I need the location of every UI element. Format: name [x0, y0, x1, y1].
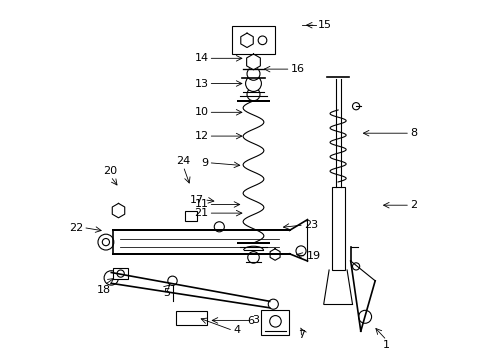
Text: 5: 5 — [163, 288, 169, 298]
Bar — [185, 211, 196, 221]
Circle shape — [269, 316, 281, 327]
Circle shape — [117, 270, 124, 277]
Circle shape — [258, 36, 266, 45]
Text: 22: 22 — [69, 222, 83, 233]
Circle shape — [352, 263, 359, 270]
Circle shape — [247, 252, 259, 263]
Circle shape — [245, 76, 261, 91]
Circle shape — [214, 222, 224, 232]
Text: 6: 6 — [247, 316, 254, 326]
Polygon shape — [269, 249, 280, 260]
Text: 15: 15 — [318, 20, 332, 30]
Bar — [331, 187, 344, 270]
Text: 13: 13 — [194, 78, 208, 89]
Circle shape — [246, 67, 260, 80]
Bar — [113, 268, 128, 279]
Text: 24: 24 — [176, 156, 190, 166]
Bar — [261, 310, 289, 335]
Circle shape — [190, 312, 201, 323]
Text: 9: 9 — [201, 158, 208, 168]
Circle shape — [104, 271, 118, 285]
Circle shape — [102, 238, 109, 246]
Text: 3: 3 — [252, 315, 259, 325]
Text: 19: 19 — [306, 251, 320, 261]
Circle shape — [352, 103, 359, 110]
Bar — [176, 311, 206, 325]
Bar — [231, 26, 275, 54]
Text: 4: 4 — [232, 325, 240, 336]
Text: 8: 8 — [409, 128, 416, 138]
Polygon shape — [112, 203, 124, 218]
Polygon shape — [240, 33, 253, 48]
Circle shape — [167, 276, 177, 285]
Text: 16: 16 — [290, 64, 304, 74]
Text: 1: 1 — [383, 340, 389, 350]
Text: 23: 23 — [303, 220, 317, 230]
Text: 2: 2 — [409, 200, 416, 210]
Circle shape — [98, 234, 114, 250]
Circle shape — [295, 246, 305, 256]
Circle shape — [246, 88, 260, 101]
Text: 14: 14 — [194, 53, 208, 63]
Text: 7: 7 — [298, 330, 305, 341]
Text: 10: 10 — [194, 107, 208, 117]
Polygon shape — [246, 54, 260, 70]
Text: 21: 21 — [194, 208, 208, 218]
Text: 17: 17 — [190, 195, 204, 205]
Text: 20: 20 — [103, 166, 118, 176]
Circle shape — [268, 299, 278, 309]
Text: 12: 12 — [194, 131, 208, 141]
Circle shape — [358, 310, 371, 323]
Text: 11: 11 — [194, 199, 208, 210]
Text: 18: 18 — [97, 285, 111, 295]
